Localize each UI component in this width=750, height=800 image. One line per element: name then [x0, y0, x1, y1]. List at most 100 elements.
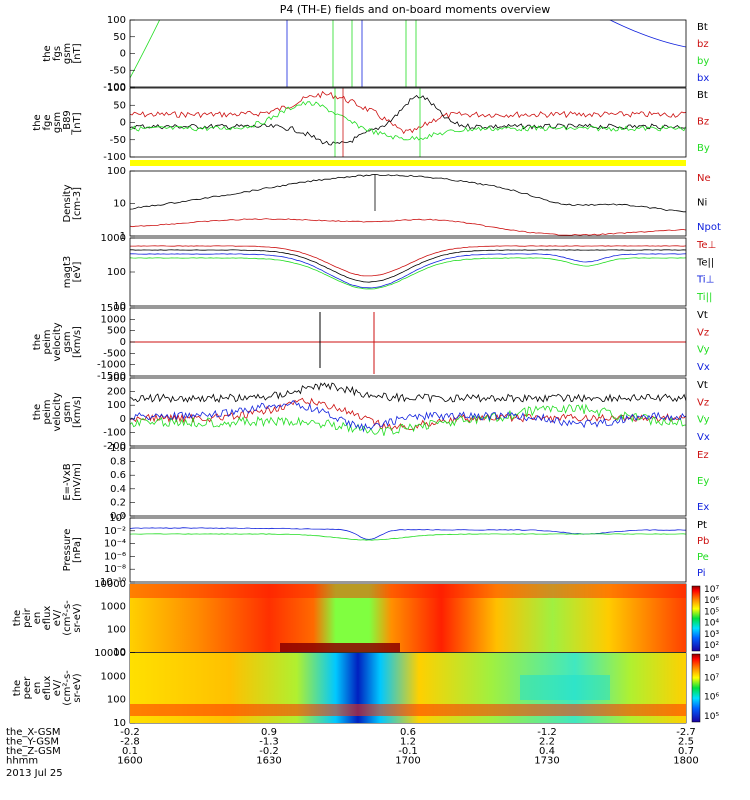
y-axis-label: E=-VxB — [62, 463, 73, 500]
legend-bz: Bz — [697, 117, 709, 128]
legend-by: by — [697, 56, 709, 67]
footer-value: 0.7 — [678, 746, 694, 757]
legend-ne: Ne — [697, 173, 711, 184]
y-tick-label: 0.0 — [110, 511, 126, 522]
y-axis-label: velocity — [52, 322, 63, 361]
legend-pb: Pb — [697, 536, 709, 547]
footer-value: 1600 — [117, 756, 142, 767]
legend-bt: Bt — [697, 90, 708, 101]
colorbar-tick-label: 10⁴ — [704, 619, 719, 629]
y-tick-label: 1000 — [101, 602, 126, 613]
y-axis-label: (cm²-s- — [62, 670, 73, 706]
y-tick-label: 200 — [107, 387, 126, 398]
y-tick-label: 1000 — [101, 314, 126, 325]
y-axis-label: peir — [22, 607, 33, 627]
legend-vx: Vx — [697, 432, 710, 443]
colorbar-tick-label: 10⁵ — [704, 712, 719, 722]
footer-value: 0.9 — [261, 727, 277, 738]
y-axis-label: (cm²-s- — [62, 600, 73, 636]
y-axis-label: Density — [62, 184, 73, 222]
legend-pe: Pe — [697, 552, 709, 563]
y-tick-label: 0.8 — [110, 457, 126, 468]
y-tick-label: 10000 — [94, 579, 126, 590]
legend-pi: Pi — [697, 568, 706, 579]
y-tick-label: 0 — [120, 118, 126, 129]
ni-trace — [130, 174, 686, 213]
by-trace — [130, 101, 686, 141]
colorbar-tick-label: 10² — [704, 641, 719, 651]
footer-value: 0.1 — [122, 746, 138, 757]
legend-bx: bx — [697, 73, 709, 84]
y-tick-label: 100 — [107, 400, 126, 411]
y-axis-label: [eV] — [72, 262, 83, 283]
footer-value: -1.3 — [259, 737, 279, 748]
y-axis-label: the — [12, 680, 23, 696]
y-tick-label: 0.6 — [110, 470, 126, 481]
y-tick-label: 10⁻⁴ — [104, 539, 126, 550]
legend-vt: Vt — [697, 380, 708, 391]
pe-trace — [130, 533, 686, 541]
panel-peir: 10000 1000 100 10 the peir en eflux eV/(cm²-s-sr… — [12, 579, 719, 658]
legend-te||: Te|| — [696, 257, 714, 268]
vt-trace — [130, 382, 686, 404]
peir-colorbar — [691, 585, 701, 652]
legend-te⊥: Te⊥ — [696, 240, 716, 251]
bz-trace — [130, 90, 686, 135]
legend-ti⊥: Ti⊥ — [696, 275, 714, 286]
y-tick-label: -1000 — [97, 360, 126, 371]
y-axis-label: sr-eV) — [72, 603, 83, 632]
y-tick-label: 100 — [107, 267, 126, 278]
legend-ez: Ez — [697, 450, 709, 461]
y-axis-label: sr-eV) — [72, 673, 83, 702]
panel-fgs: 100 50 0 -50 -100 the fgs gsm [nT] Bt bz by bx — [42, 15, 709, 93]
footer-value: 2.2 — [539, 737, 555, 748]
panel-frame — [129, 87, 687, 158]
y-axis-label: [mV/m] — [72, 463, 83, 501]
y-tick-label: 1000 — [101, 671, 126, 682]
y-tick-label: -50 — [110, 135, 126, 146]
peir-spectrogram-low-band — [280, 643, 400, 652]
footer-row-label: hhmm — [6, 756, 38, 767]
y-tick-label: 50 — [113, 100, 126, 111]
y-tick-label: 500 — [107, 326, 126, 337]
panel-frame — [129, 447, 687, 517]
ti-par-trace — [130, 257, 686, 290]
y-axis-label: gsm — [62, 43, 73, 64]
y-tick-label: 300 — [107, 373, 126, 384]
footer-value: 1630 — [256, 756, 281, 767]
peer-spectrogram-cyan-patch — [520, 675, 610, 700]
legend-vx: Vx — [697, 362, 710, 373]
chart-title: P4 (TH-E) fields and on-board moments ov… — [280, 3, 551, 16]
legend-vy: Vy — [697, 415, 710, 426]
panel-frame — [129, 377, 687, 447]
y-tick-label: 10⁻⁶ — [104, 551, 126, 562]
ne-trace — [130, 218, 686, 236]
legend-ti||: Ti|| — [696, 292, 712, 303]
footer-value: -0.1 — [398, 746, 418, 757]
y-axis-label: magt3 — [62, 256, 73, 289]
panel-frame — [129, 237, 687, 307]
legend-bt: Bt — [697, 22, 708, 33]
y-axis-label: [nPa] — [72, 537, 83, 563]
footer-value: -2.7 — [676, 727, 696, 738]
y-tick-label: 1 — [120, 231, 126, 242]
footer-value: 1700 — [395, 756, 420, 767]
y-axis-label: [nT] — [72, 43, 83, 63]
y-axis-label: Pressure — [62, 529, 73, 572]
legend-ey: Ey — [697, 476, 709, 487]
panel-fgeb: 100 50 0 -50 -100 the fge gsm _B89 [nT] Bt Bz By — [32, 83, 710, 163]
y-axis-label: eflux — [42, 606, 53, 631]
y-axis-label: fgs — [52, 46, 63, 61]
panel-efield: 1.0 0.8 0.6 0.4 0.2 0.0 E=-VxB [mV/m] Ez Ey Ex — [62, 443, 709, 522]
y-tick-label: 10 — [113, 647, 126, 658]
legend-npot: Npot — [697, 222, 721, 233]
legend-vt: Vt — [697, 310, 708, 321]
y-tick-label: -1500 — [97, 371, 126, 382]
y-axis-label: the — [32, 334, 43, 350]
y-tick-label: 0 — [120, 49, 126, 60]
footer-row-label: the_Y-GSM — [6, 737, 59, 748]
colorbar-tick-label: 10⁷ — [704, 673, 719, 683]
colorbar-tick-label: 10⁷ — [704, 585, 719, 595]
y-axis-label: the — [32, 404, 43, 420]
